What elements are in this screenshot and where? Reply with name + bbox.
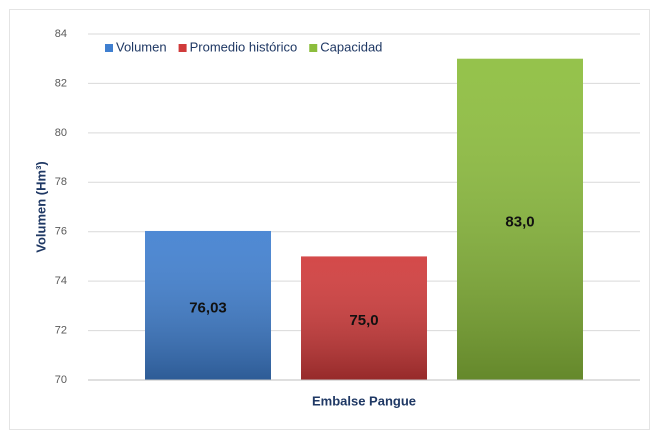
data-label: 75,0 xyxy=(349,312,378,329)
data-label: 76,03 xyxy=(189,299,227,316)
y-tick-label: 78 xyxy=(55,176,67,188)
y-tick-label: 74 xyxy=(55,275,67,287)
y-tick-label: 80 xyxy=(55,127,67,139)
legend-label: Capacidad xyxy=(320,39,382,54)
legend-label: Volumen xyxy=(116,39,167,54)
y-tick-label: 76 xyxy=(55,226,67,238)
y-tick-label: 72 xyxy=(55,324,67,336)
chart-border xyxy=(9,9,650,430)
y-axis-title: Volumen (Hm³) xyxy=(33,161,48,252)
y-tick-label: 84 xyxy=(55,28,67,40)
legend-label: Promedio histórico xyxy=(190,39,298,54)
legend-swatch xyxy=(309,44,318,52)
y-tick-label: 82 xyxy=(55,77,67,89)
data-label: 83,0 xyxy=(505,213,534,230)
legend-swatch xyxy=(178,44,187,52)
y-tick-label: 70 xyxy=(55,374,67,386)
legend-swatch xyxy=(105,44,113,52)
x-tick-label: Embalse Pangue xyxy=(312,393,416,408)
